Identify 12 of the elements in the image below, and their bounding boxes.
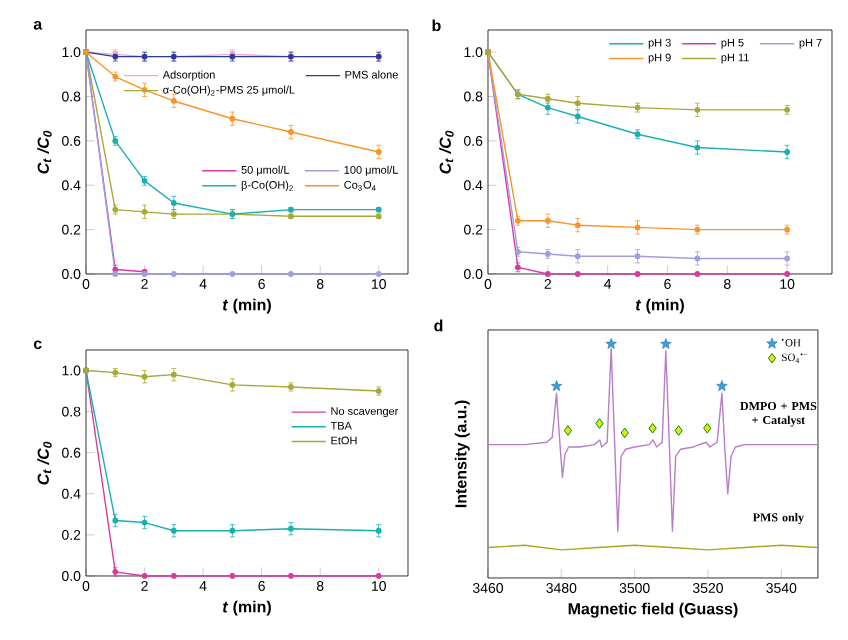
chart-title: d [434, 319, 443, 332]
y-axis-title: C$_{t}$ /C$_{0}$ [37, 441, 52, 485]
y-axis-title: C$_{t}$ /C$_{0}$ [439, 130, 454, 174]
chart-title: a [33, 20, 43, 30]
x-axis-title: t (min) [222, 600, 271, 616]
y-axis-title: Intensity (a.u.) [454, 400, 470, 508]
chart-title: b [432, 19, 441, 32]
x-axis-title: Magnetic field (Guass) [568, 602, 738, 618]
x-axis-title: t (min) [635, 298, 684, 314]
x-axis-title: t (min) [222, 298, 271, 314]
chart-title: c [33, 340, 42, 350]
y-axis-title: C$_{t}$ /C$_{0}$ [37, 130, 52, 174]
